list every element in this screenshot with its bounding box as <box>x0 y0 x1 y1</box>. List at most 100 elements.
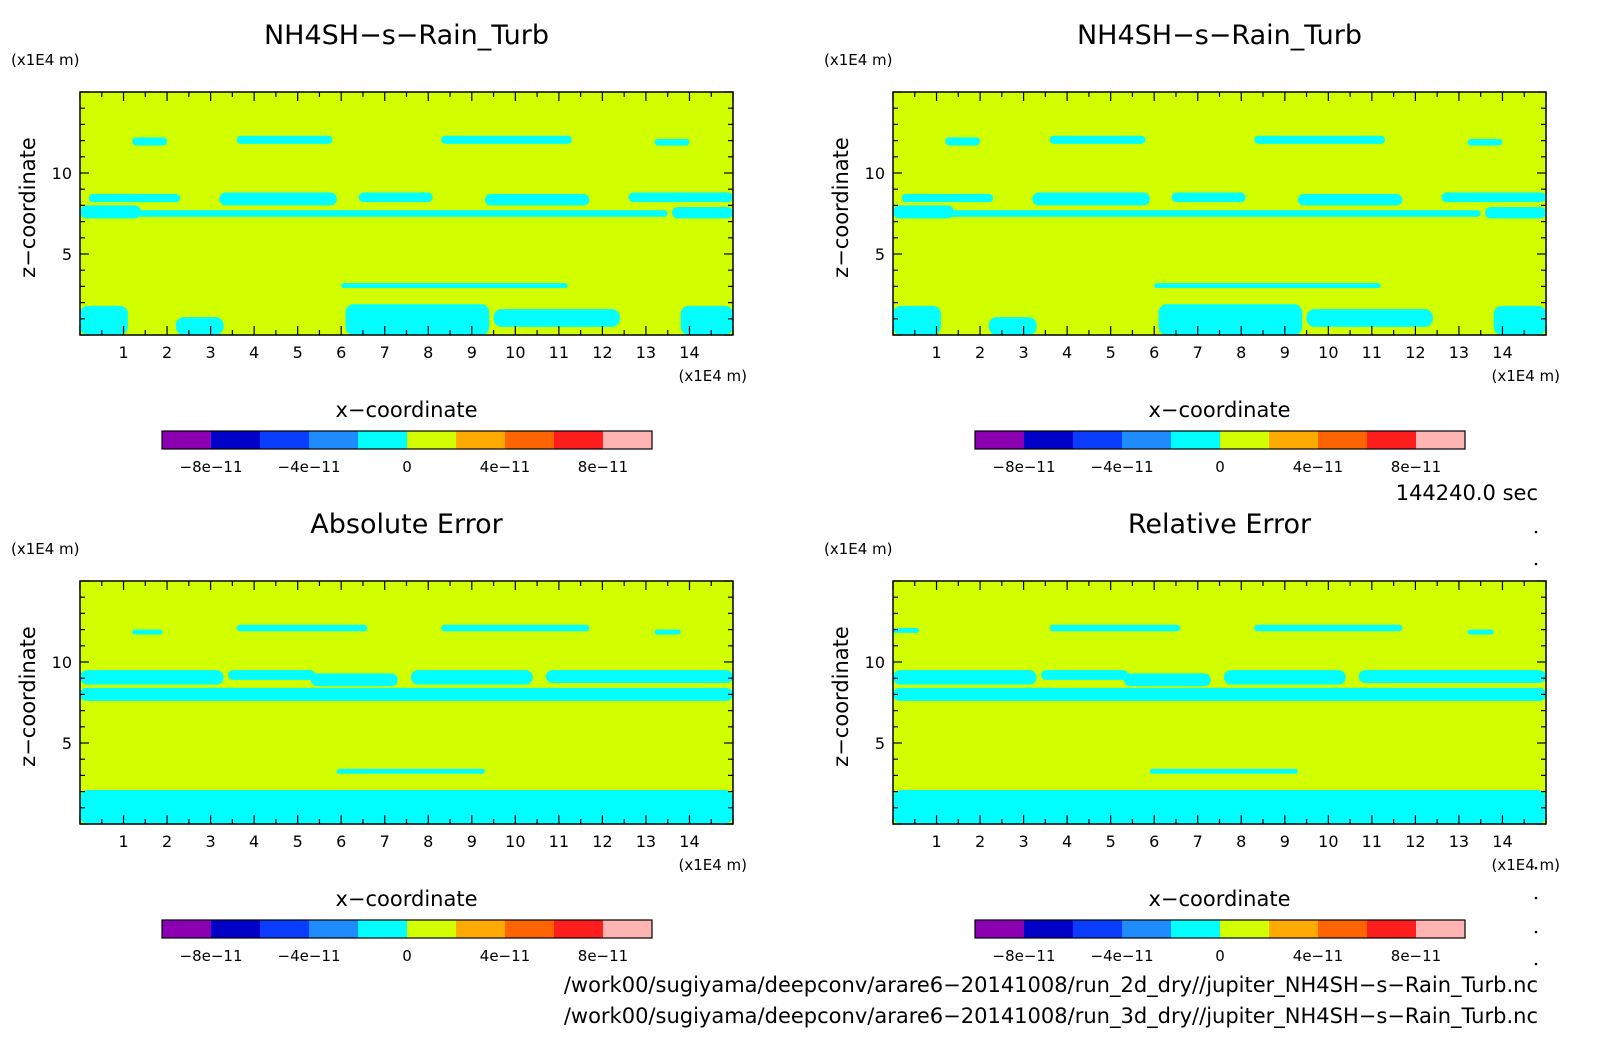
colorbar-label: −4e−11 <box>278 458 341 476</box>
x-tick-label: 11 <box>549 343 569 362</box>
contour-patch <box>88 194 181 203</box>
x-tick-label: 10 <box>505 832 525 851</box>
x-tick-label: 9 <box>1280 343 1290 362</box>
colorbar-label: 4e−11 <box>1293 458 1343 476</box>
colorbar-frame <box>974 430 1466 450</box>
contour-patch <box>80 305 128 335</box>
colorbar-swatch <box>1220 431 1269 449</box>
colorbar-swatch <box>1318 920 1367 938</box>
x-tick-label: 6 <box>1149 832 1159 851</box>
x-tick-label: 1 <box>931 832 941 851</box>
x-tick-label: 4 <box>1062 343 1072 362</box>
colorbar-label: 8e−11 <box>1391 458 1441 476</box>
panel-3: Absolute Error (x1E4 m) (x1E4 m) x−coordina… <box>11 509 747 965</box>
contour-patch <box>484 194 590 206</box>
contour-patch <box>936 210 1481 217</box>
x-tick-label: 11 <box>1362 343 1382 362</box>
colorbar-swatch <box>1073 431 1122 449</box>
x-tick-label: 3 <box>206 343 216 362</box>
contour-patch <box>123 210 668 217</box>
x-unit-label: (x1E4 m) <box>1491 856 1560 874</box>
x-tick-label: 3 <box>1019 832 1029 851</box>
colorbar-frame <box>974 919 1466 939</box>
contour-patch <box>893 670 1037 685</box>
x-unit-label: (x1E4 m) <box>678 856 747 874</box>
colorbar-swatch <box>603 920 652 938</box>
x-tick-label: 12 <box>1405 343 1425 362</box>
y-tick-label: 10 <box>52 653 72 672</box>
colorbar-swatch <box>358 431 407 449</box>
panel-title: NH4SH−s−Rain_Turb <box>1077 20 1362 51</box>
colorbar-swatch <box>1318 431 1367 449</box>
colorbar: −8e−11 −4e−11 0 4e−11 8e−11 <box>974 430 1466 476</box>
colorbar-swatch <box>358 920 407 938</box>
contour-patch <box>1149 768 1298 774</box>
x-tick-label: 6 <box>336 832 346 851</box>
contour-patch <box>893 305 941 335</box>
contour-patch <box>310 673 398 687</box>
panel-1: NH4SH−s−Rain_Turb (x1E4 m) (x1E4 m) x−coord… <box>11 20 747 476</box>
colorbar-label: 0 <box>1215 947 1225 965</box>
contour-patch <box>1493 305 1546 335</box>
contour-patch <box>1049 135 1146 144</box>
decorative-dots <box>1534 530 1538 966</box>
contour-patch <box>410 670 533 685</box>
colorbar-label: −4e−11 <box>1091 947 1154 965</box>
x-tick-label: 1 <box>118 343 128 362</box>
x-tick-label: 2 <box>162 343 172 362</box>
colorbar-swatch <box>505 920 554 938</box>
contour-patch <box>341 283 568 289</box>
x-tick-label: 6 <box>336 343 346 362</box>
panel-4: Relative Error (x1E4 m) (x1E4 m) x−coordina… <box>824 509 1560 965</box>
colorbar-swatch <box>603 431 652 449</box>
x-tick-label: 11 <box>1362 832 1382 851</box>
y-tick-label: 5 <box>62 734 72 753</box>
colorbar-swatch <box>1122 431 1171 449</box>
colorbar-swatch <box>1024 431 1073 449</box>
contour-patch <box>358 192 433 203</box>
colorbar-swatch <box>407 431 456 449</box>
colorbar-label: −8e−11 <box>180 458 243 476</box>
colorbar-swatch <box>975 920 1024 938</box>
x-tick-label: 8 <box>1236 832 1246 851</box>
contour-patch <box>988 317 1037 335</box>
colorbar-swatch <box>1122 920 1171 938</box>
colorbar-swatch <box>1220 920 1269 938</box>
contour-patch <box>1032 192 1150 206</box>
colorbar-label: 8e−11 <box>578 458 628 476</box>
y-tick-label: 10 <box>865 653 885 672</box>
file-path-2d: /work00/sugiyama/deepconv/arare6−2014100… <box>564 973 1538 998</box>
contour-patch <box>1223 670 1346 685</box>
x-tick-label: 14 <box>1492 343 1512 362</box>
contour-patch <box>345 304 490 335</box>
file-path-3d: /work00/sugiyama/deepconv/arare6−2014100… <box>564 1004 1538 1029</box>
colorbar: −8e−11 −4e−11 0 4e−11 8e−11 <box>161 430 653 476</box>
colorbar-label: 4e−11 <box>1293 947 1343 965</box>
colorbar-swatch <box>456 431 505 449</box>
panel-title: NH4SH−s−Rain_Turb <box>264 20 549 51</box>
x-tick-label: 8 <box>423 343 433 362</box>
panels: NH4SH−s−Rain_Turb (x1E4 m) (x1E4 m) x−coord… <box>11 20 1560 965</box>
colorbar-swatch <box>162 431 211 449</box>
contour-patch <box>1041 670 1129 680</box>
colorbar-label: −4e−11 <box>1091 458 1154 476</box>
colorbar-label: −8e−11 <box>993 947 1056 965</box>
colorbar-swatch <box>1269 920 1318 938</box>
y-tick-label: 10 <box>52 164 72 183</box>
contour-patch <box>1467 629 1494 635</box>
x-tick-label: 4 <box>1062 832 1072 851</box>
contour-patch <box>672 207 733 219</box>
contour-patch <box>1254 135 1385 144</box>
y-tick-label: 10 <box>865 164 885 183</box>
x-tick-label: 2 <box>975 343 985 362</box>
y-tick-label: 5 <box>875 734 885 753</box>
x-tick-label: 8 <box>423 832 433 851</box>
contour-patch <box>893 687 1546 701</box>
contour-patch <box>441 135 572 144</box>
contour-patch <box>441 624 590 632</box>
x-tick-label: 1 <box>931 343 941 362</box>
colorbar-swatch <box>1171 431 1220 449</box>
y-unit-label: (x1E4 m) <box>11 540 80 558</box>
colorbar-label: 0 <box>402 458 412 476</box>
colorbar-swatch <box>1367 431 1416 449</box>
